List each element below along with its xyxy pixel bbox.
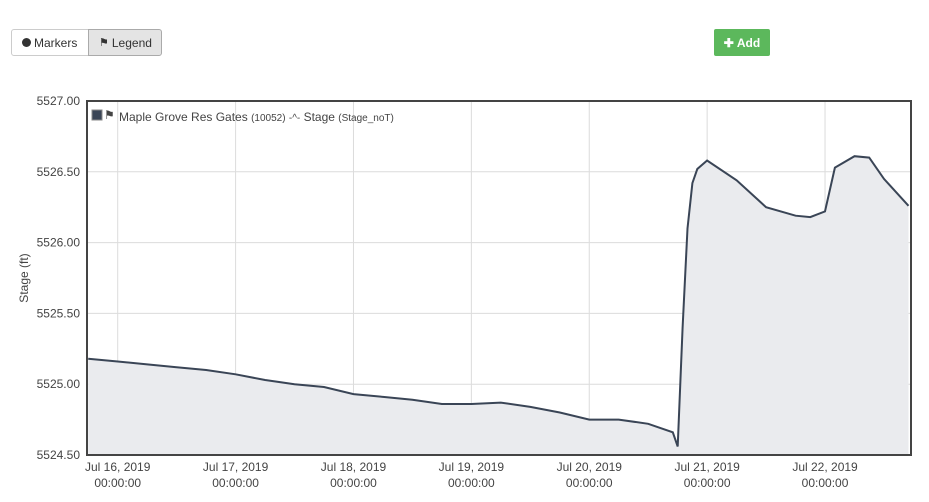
markers-label: Markers [34,35,78,50]
y-tick-label: 5525.00 [37,377,81,391]
y-tick-label: 5527.00 [37,94,81,108]
plot-border [86,100,912,456]
area [88,156,909,455]
x-tick-label: Jul 16, 2019 [85,460,151,474]
x-tick-time: 00:00:00 [448,476,495,490]
x-tick-label: Jul 18, 2019 [321,460,387,474]
legend-series: Stage [304,110,336,124]
add-button[interactable]: ✚ Add [714,29,770,56]
legend-button[interactable]: ⚑ Legend [88,29,162,56]
legend-series-id: (Stage_noT) [338,113,394,124]
y-axis-label: Stage (ft) [17,253,31,302]
legend-name-text: Maple Grove Res Gates [119,110,248,124]
marker-icon [22,38,31,47]
x-tick-time: 00:00:00 [802,476,849,490]
legend-label: Legend [111,35,152,50]
x-tick-time: 00:00:00 [330,476,377,490]
x-tick-label: Jul 22, 2019 [792,460,858,474]
y-tick-label: 5524.50 [37,448,81,462]
x-tick-label: Jul 21, 2019 [674,460,740,474]
legend-flag: ⚑ [104,108,115,122]
x-tick-label: Jul 19, 2019 [439,460,505,474]
legend-swatch [91,109,103,121]
x-tick-time: 00:00:00 [212,476,259,490]
grid [87,100,911,456]
legend-icon: ⚑ [99,37,109,49]
y-tick-label: 5525.50 [37,306,81,320]
add-label: Add [736,35,761,50]
x-tick-time: 00:00:00 [566,476,613,490]
x-tick-label: Jul 20, 2019 [557,460,623,474]
x-tick-time: 00:00:00 [684,476,731,490]
y-tick-label: 5526.00 [37,236,81,250]
line [88,155,910,447]
legend-name: Maple Grove Res Gates (10052) -^- Stage … [119,110,394,124]
y-tick-label: 5526.50 [37,165,81,179]
x-tick-time: 00:00:00 [94,476,141,490]
legend-line-icon: -^- [289,113,300,124]
plus-icon: ✚ [723,35,734,50]
x-tick-label: Jul 17, 2019 [203,460,269,474]
markers-button[interactable]: Markers [11,29,89,56]
legend-id: (10052) [251,113,285,124]
plot [88,155,910,455]
